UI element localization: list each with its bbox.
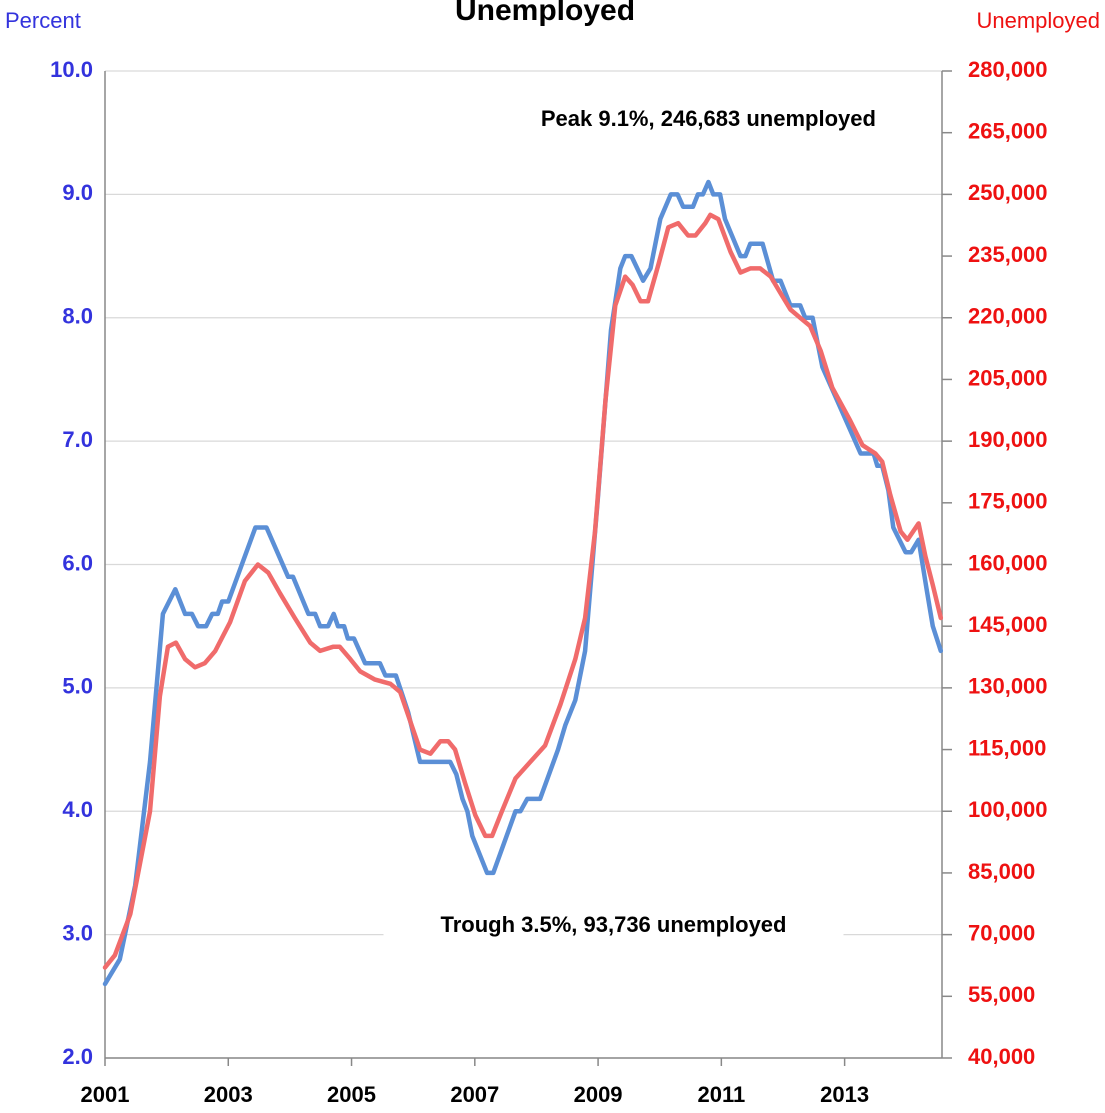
annotation: Peak 9.1%, 246,683 unemployed [541,106,876,131]
y-tick-label: 10.0 [50,57,93,82]
annotation-box [383,899,844,952]
y2-tick-label: 115,000 [968,735,1046,760]
y-tick-label: 8.0 [62,304,93,329]
x-tick-label: 2009 [574,1082,623,1107]
y2-tick-label: 250,000 [968,180,1048,205]
x-tick-label: 2013 [820,1082,869,1107]
y-tick-label: 7.0 [62,427,93,452]
y2-tick-label: 205,000 [968,365,1048,390]
y2-tick-label: 160,000 [968,550,1048,575]
y-tick-label: 4.0 [62,797,93,822]
y2-tick-label: 220,000 [968,304,1048,329]
y2-tick-label: 130,000 [968,674,1048,699]
x-tick-label: 2001 [81,1082,130,1107]
y2-tick-label: 265,000 [968,119,1048,144]
x-tick-label: 2003 [204,1082,253,1107]
x-tick-label: 2005 [327,1082,376,1107]
y2-tick-label: 100,000 [968,797,1048,822]
chart-title: Unemployed [455,0,635,27]
y-tick-label: 2.0 [62,1044,93,1069]
y-tick-label: 6.0 [62,550,93,575]
y-axis-label: Percent [5,8,81,33]
data-line [102,212,944,970]
x-tick-label: 2007 [450,1082,499,1107]
y2-tick-label: 190,000 [968,427,1048,452]
y2-tick-label: 175,000 [968,489,1048,514]
y-tick-label: 9.0 [62,180,93,205]
annotation: Trough 3.5%, 93,736 unemployed [440,912,786,937]
y2-tick-label: 55,000 [968,982,1035,1007]
y2-tick-label: 85,000 [968,859,1035,884]
y-tick-label: 3.0 [62,920,93,945]
y2-tick-label: 145,000 [968,612,1048,637]
x-tick-label: 2011 [697,1082,745,1107]
y2-tick-label: 280,000 [968,57,1048,82]
y2-axis-label: Unemployed [976,8,1100,33]
y2-tick-label: 235,000 [968,242,1048,267]
data-line [102,179,944,987]
y2-tick-label: 70,000 [968,920,1035,945]
y-tick-label: 5.0 [62,674,93,699]
y2-tick-label: 40,000 [968,1044,1035,1069]
